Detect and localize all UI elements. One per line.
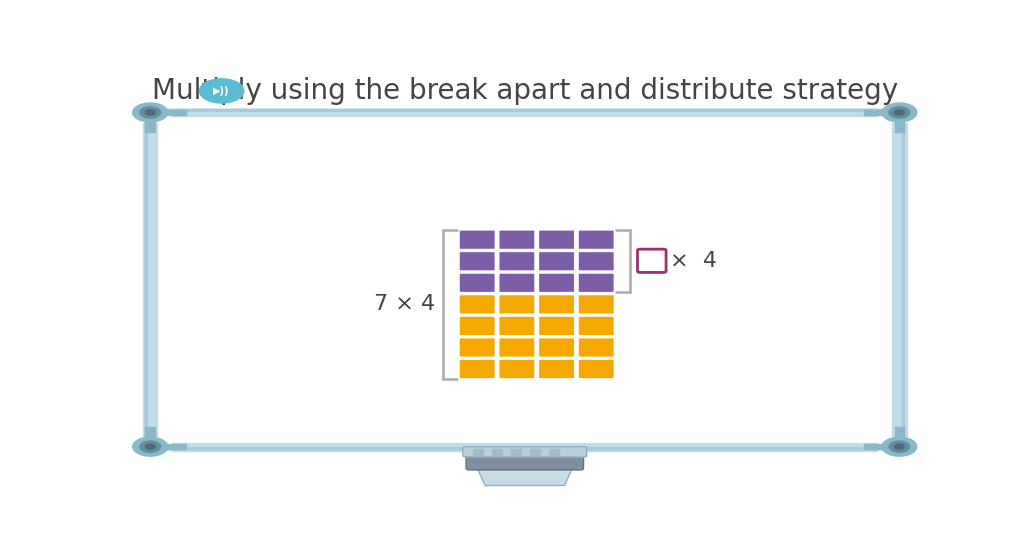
- Circle shape: [140, 441, 161, 452]
- Bar: [530, 449, 540, 455]
- Bar: [145, 427, 155, 447]
- FancyBboxPatch shape: [499, 338, 536, 357]
- Circle shape: [889, 441, 909, 452]
- FancyBboxPatch shape: [499, 251, 536, 271]
- Bar: [892, 123, 906, 436]
- FancyBboxPatch shape: [463, 447, 587, 457]
- Circle shape: [895, 444, 904, 449]
- FancyBboxPatch shape: [578, 273, 614, 293]
- FancyBboxPatch shape: [578, 338, 614, 357]
- FancyBboxPatch shape: [578, 359, 614, 379]
- Circle shape: [882, 437, 916, 456]
- Bar: [493, 449, 502, 455]
- Bar: [863, 444, 899, 449]
- Circle shape: [133, 103, 168, 122]
- FancyBboxPatch shape: [539, 230, 574, 250]
- FancyBboxPatch shape: [578, 295, 614, 314]
- Circle shape: [145, 110, 155, 115]
- FancyBboxPatch shape: [539, 338, 574, 357]
- Bar: [511, 449, 521, 455]
- FancyBboxPatch shape: [499, 273, 536, 293]
- Circle shape: [140, 107, 161, 118]
- FancyBboxPatch shape: [459, 295, 496, 314]
- FancyBboxPatch shape: [499, 295, 536, 314]
- Bar: [863, 110, 899, 115]
- Bar: [550, 449, 559, 455]
- Bar: [895, 427, 904, 447]
- Circle shape: [882, 103, 916, 122]
- Bar: [473, 449, 482, 455]
- FancyBboxPatch shape: [578, 316, 614, 336]
- FancyBboxPatch shape: [459, 316, 496, 336]
- Circle shape: [889, 107, 909, 118]
- Text: 7 × 4: 7 × 4: [374, 295, 435, 314]
- Circle shape: [200, 79, 244, 103]
- Bar: [143, 123, 158, 436]
- Bar: [151, 110, 186, 115]
- FancyBboxPatch shape: [459, 230, 496, 250]
- Circle shape: [145, 444, 155, 449]
- Bar: [151, 113, 899, 447]
- Polygon shape: [477, 468, 572, 486]
- FancyBboxPatch shape: [539, 273, 574, 293]
- FancyBboxPatch shape: [539, 316, 574, 336]
- FancyBboxPatch shape: [459, 359, 496, 379]
- FancyBboxPatch shape: [459, 273, 496, 293]
- FancyBboxPatch shape: [499, 359, 536, 379]
- Text: ▶)): ▶)): [213, 86, 230, 96]
- FancyBboxPatch shape: [539, 251, 574, 271]
- FancyBboxPatch shape: [638, 249, 666, 272]
- FancyBboxPatch shape: [578, 251, 614, 271]
- FancyBboxPatch shape: [578, 230, 614, 250]
- Bar: [172, 109, 878, 116]
- Text: Multiply using the break apart and distribute strategy: Multiply using the break apart and distr…: [152, 77, 898, 105]
- FancyBboxPatch shape: [499, 316, 536, 336]
- Bar: [895, 113, 904, 132]
- FancyBboxPatch shape: [466, 450, 584, 470]
- Circle shape: [895, 110, 904, 115]
- Bar: [151, 444, 186, 449]
- FancyBboxPatch shape: [539, 295, 574, 314]
- FancyBboxPatch shape: [459, 338, 496, 357]
- FancyBboxPatch shape: [459, 251, 496, 271]
- FancyBboxPatch shape: [499, 230, 536, 250]
- Circle shape: [133, 437, 168, 456]
- Text: ×  4: × 4: [670, 251, 717, 271]
- Bar: [172, 443, 878, 451]
- Bar: [145, 113, 155, 132]
- FancyBboxPatch shape: [539, 359, 574, 379]
